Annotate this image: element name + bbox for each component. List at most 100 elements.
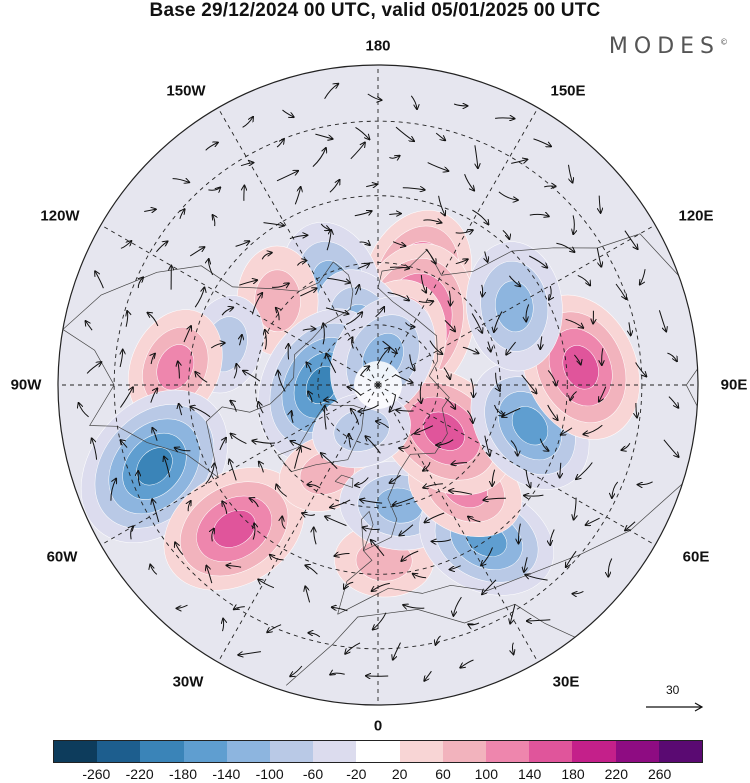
lon-label-150w: 150W [166, 82, 206, 100]
wind-vector-arrow [390, 474, 401, 483]
wind-vector-arrow [636, 402, 637, 417]
anomaly-contour [212, 510, 256, 548]
wind-vector-arrow [405, 322, 415, 328]
wind-vector-arrow [242, 117, 253, 128]
wind-vector-arrow [518, 523, 520, 544]
colorbar-tick-label: -180 [168, 766, 198, 782]
wind-vector-arrow [366, 184, 377, 186]
wind-vector-arrow [453, 596, 462, 616]
wind-vector-arrow [223, 619, 224, 632]
wind-vector-arrow [528, 255, 547, 268]
wind-vector-arrow [393, 497, 415, 505]
wind-vector-arrow [243, 371, 261, 382]
wind-vector-arrow [164, 457, 171, 478]
wind-vector-arrow [615, 283, 626, 299]
colorbar-tick-label: -140 [212, 766, 241, 782]
colorbar-tick-label: -260 [82, 766, 111, 782]
wind-vector-arrow [502, 230, 509, 239]
wind-vector-arrow [323, 323, 324, 345]
wind-vector-arrow [131, 526, 134, 540]
wind-vector-arrow [510, 604, 516, 623]
colorbar-tick-label: -220 [125, 766, 154, 782]
wind-vector-arrow [540, 336, 542, 349]
wind-vector-arrow [206, 566, 213, 584]
wind-vector-arrow [222, 501, 227, 515]
meridian-line [217, 107, 379, 386]
wind-vector-arrow [547, 404, 558, 420]
wind-vector-arrow [92, 438, 98, 460]
colorbar-tick-label: -100 [255, 766, 284, 782]
wind-vector-arrow [423, 220, 441, 223]
wind-vector-arrow [253, 523, 255, 540]
wind-vector-arrow [663, 439, 679, 457]
wind-vector-arrow [359, 242, 370, 245]
wind-vector-arrow [526, 470, 530, 487]
wind-vector-arrow [511, 159, 527, 164]
wind-vector-arrow [296, 261, 306, 266]
wind-vector-arrow [402, 188, 425, 190]
wind-vector-arrow [205, 143, 218, 151]
wind-vector-arrow [365, 436, 381, 454]
wind-vector-arrow [282, 517, 286, 530]
wind-vector-arrow [175, 448, 191, 451]
wind-vector-arrow [327, 277, 350, 282]
meridian-line [377, 384, 656, 546]
wind-vector-arrow [474, 145, 478, 168]
wind-vector-arrow [363, 527, 380, 529]
wind-vector-arrow [229, 460, 237, 481]
wind-vector-arrow [252, 441, 276, 443]
wind-vector-arrow [425, 248, 436, 264]
wind-vector-arrow [624, 230, 638, 249]
colorbar-tick-label: -20 [346, 766, 367, 782]
wind-vector-arrow [86, 362, 101, 374]
colorbar-swatch [399, 741, 443, 762]
wind-vector-arrow [265, 330, 267, 350]
colorbar-swatch [356, 741, 400, 762]
wind-vector-arrow [387, 292, 409, 301]
wind-vector-arrow [399, 524, 414, 536]
wind-vector-arrow [150, 388, 158, 403]
wind-vector-arrow [401, 550, 419, 561]
wind-vector-arrow [667, 352, 677, 361]
wind-vector-arrow [583, 424, 603, 434]
wind-vector-arrow [492, 469, 495, 486]
wind-vector-arrow [389, 156, 399, 158]
wind-vector-arrow [506, 341, 516, 355]
wind-vector-arrow [326, 354, 337, 374]
wind-vectors [79, 84, 679, 681]
colorbar-swatch [313, 741, 357, 762]
wind-vector-arrow [178, 362, 180, 379]
lon-label-180: 180 [365, 37, 391, 55]
colorbar-swatch [486, 741, 530, 762]
anomaly-field [80, 210, 640, 598]
coastline [62, 261, 354, 479]
wind-vector-arrow [175, 542, 184, 555]
wind-vector-arrow [539, 438, 548, 451]
wind-vector-arrow [276, 171, 298, 182]
wind-vector-arrow [294, 187, 300, 205]
colorbar-tick-label: -60 [302, 766, 324, 782]
coastline [334, 474, 354, 488]
wind-vector-arrow [658, 310, 666, 331]
wind-vector-arrow [472, 209, 488, 224]
anomaly-contour [423, 411, 465, 451]
wind-vector-arrow [468, 517, 481, 523]
wind-vector-arrow [357, 264, 369, 269]
wind-vector-arrow [119, 387, 132, 408]
lon-label-150e: 150E [550, 82, 586, 100]
wind-vector-arrow [494, 311, 503, 332]
wind-vector-arrow [305, 565, 318, 575]
wind-vector-arrow [348, 387, 362, 396]
wind-vector-arrow [302, 513, 316, 515]
colorbar [53, 740, 703, 763]
wind-vector-arrow [152, 428, 158, 441]
wind-vector-arrow [259, 462, 264, 473]
brand-logo: MODES© [609, 34, 728, 59]
colorbar-swatch [54, 741, 98, 762]
wind-vector-arrow [638, 481, 653, 485]
wind-vector-arrow [573, 215, 574, 234]
wind-vector-arrow [485, 251, 488, 262]
wind-vector-arrow [435, 132, 445, 140]
lon-label-120w: 120W [40, 207, 80, 225]
colorbar-swatch [183, 741, 227, 762]
